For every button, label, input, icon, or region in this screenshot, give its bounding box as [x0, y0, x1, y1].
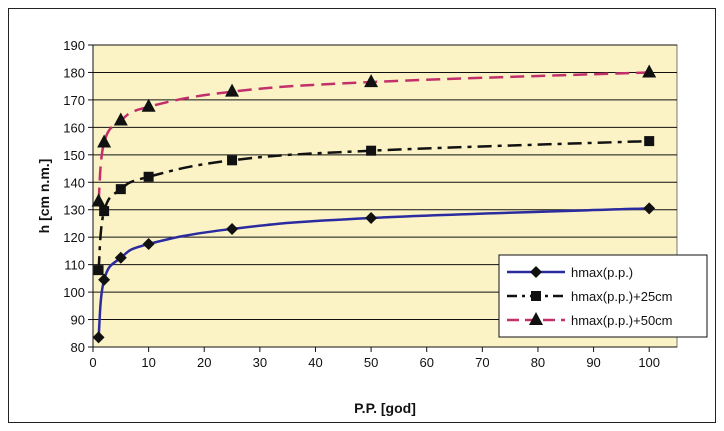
data-point	[98, 273, 111, 286]
data-point	[113, 112, 128, 126]
chart-frame: 0 10 20 30 40 50 60 70 80 90 100 80 90 100 110 120 130 14…	[8, 8, 716, 423]
y-tick-label: 150	[63, 148, 85, 163]
data-point	[644, 136, 655, 147]
data-point	[91, 193, 106, 207]
data-point	[643, 202, 656, 215]
y-tick-label: 90	[71, 313, 85, 328]
series-line-2	[97, 139, 650, 271]
x-tick-label: 50	[364, 355, 378, 370]
y-tick-label: 130	[63, 203, 85, 218]
y-tick-label: 100	[63, 285, 85, 300]
x-tick-label: 40	[308, 355, 322, 370]
axes	[88, 44, 677, 352]
data-point	[142, 238, 155, 251]
data-point	[364, 74, 379, 88]
tick-labels: 0 10 20 30 40 50 60 70 80 90 100 80 90 100 110 120 130 14…	[63, 38, 660, 370]
y-tick-label: 80	[71, 340, 85, 355]
legend-label: hmax(p.p.)+50cm	[571, 313, 673, 328]
data-point	[115, 184, 126, 195]
data-point	[642, 64, 657, 78]
data-point	[365, 211, 378, 224]
data-point	[93, 265, 104, 276]
legend-marker	[531, 291, 541, 301]
x-tick-label: 70	[475, 355, 489, 370]
series-line-1	[97, 207, 650, 338]
y-tick-label: 190	[63, 38, 85, 53]
data-point	[143, 171, 154, 182]
y-tick-label: 180	[63, 65, 85, 80]
y-tick-label: 170	[63, 93, 85, 108]
legend-marker	[529, 312, 543, 325]
legend: hmax(p.p.) hmax(p.p.)+25cm hmax(p.p.)+50cm	[498, 254, 708, 338]
data-point	[226, 222, 239, 235]
x-tick-label: 10	[141, 355, 155, 370]
data-point	[99, 206, 110, 217]
line-chart: 0 10 20 30 40 50 60 70 80 90 100 80 90 100 110 120 130 14…	[36, 38, 708, 416]
x-axis-title: P.P. [god]	[354, 400, 416, 416]
series-lines	[97, 71, 650, 338]
x-tick-label: 30	[253, 355, 267, 370]
x-tick-label: 90	[586, 355, 600, 370]
y-tick-label: 160	[63, 120, 85, 135]
data-point	[366, 145, 377, 156]
x-tick-label: 0	[89, 355, 96, 370]
data-point	[97, 134, 112, 148]
x-tick-label: 80	[531, 355, 545, 370]
legend-label: hmax(p.p.)+25cm	[571, 289, 673, 304]
y-tick-label: 120	[63, 230, 85, 245]
data-point	[114, 251, 127, 264]
data-point	[227, 155, 238, 166]
y-tick-label: 110	[64, 258, 85, 273]
data-point	[141, 98, 156, 112]
data-point	[225, 83, 240, 97]
y-axis-title: h [cm n.m.]	[36, 159, 52, 234]
series-markers	[91, 64, 657, 344]
x-tick-label: 60	[419, 355, 433, 370]
y-tick-label: 140	[63, 175, 85, 190]
legend-marker	[530, 266, 542, 278]
series-line-3	[97, 71, 650, 202]
x-tick-label: 100	[638, 355, 660, 370]
data-point	[92, 331, 105, 344]
x-tick-label: 20	[197, 355, 211, 370]
legend-label: hmax(p.p.)	[571, 265, 633, 280]
